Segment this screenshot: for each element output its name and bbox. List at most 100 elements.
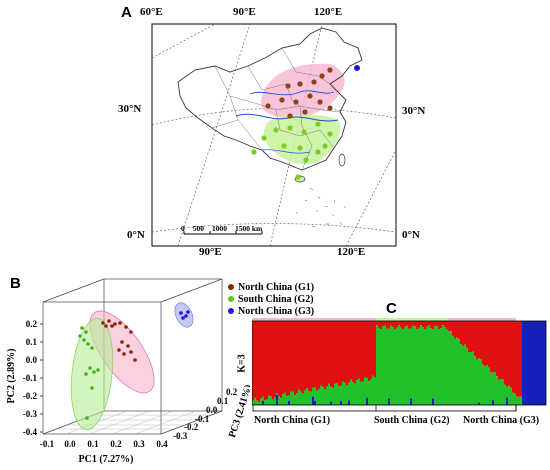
admixture-bar-segment: [258, 321, 260, 402]
admixture-bar-segment: [466, 321, 468, 348]
admixture-bar-segment: [274, 321, 276, 398]
admixture-bar-segment: [532, 321, 534, 405]
admixture-bar-segment: [406, 321, 408, 326]
admixture-bar-segment: [288, 395, 290, 401]
legend-swatch-g2: [228, 296, 234, 302]
admixture-bar-segment: [414, 326, 416, 405]
admixture-bar-segment: [418, 321, 420, 328]
pc3-tick-4: -0.2: [184, 422, 199, 432]
admixture-bar-segment: [536, 321, 538, 405]
admixture-bar-segment: [268, 321, 270, 396]
admixture-bar-segment: [504, 321, 506, 385]
pca-3d-plot: 0.2 0.1 0.0 -0.1 -0.2 -0.3 -0.4 -0.1 0.0…: [6, 278, 250, 465]
admixture-bar-segment: [376, 325, 378, 405]
admixture-bar-segment: [506, 386, 508, 398]
admixture-bar-segment: [454, 321, 456, 339]
admixture-bar-segment: [324, 321, 326, 390]
admixture-bar-segment: [254, 321, 256, 398]
admixture-bar-segment: [418, 327, 420, 405]
scale-bar-labels: 0 500 1000 1500 km: [181, 224, 262, 233]
admixture-bar-segment: [476, 321, 478, 360]
admixture-bar-segment: [442, 321, 444, 326]
admixture-bar-segment: [462, 321, 464, 346]
admixture-bar-segment: [520, 396, 522, 405]
scale-label-1500: 1500 km: [235, 224, 263, 233]
admixture-bar-segment: [294, 395, 296, 405]
admixture-bar-segment: [442, 325, 444, 405]
admixture-bar-segment: [516, 321, 518, 397]
admixture-bar-segment: [530, 321, 532, 405]
admixture-bar-segment: [428, 325, 430, 405]
admixture-bar-segment: [256, 400, 258, 405]
admixture-bar-segment: [290, 321, 292, 392]
admixture-bar-segment: [358, 321, 360, 379]
admixture-bar-segment: [362, 321, 364, 382]
admixture-bar-segment: [456, 321, 458, 338]
admixture-bar-segment: [372, 321, 374, 376]
admixture-bar-segment: [428, 321, 430, 326]
lat-label-30n-left: 30°N: [118, 103, 142, 115]
admixture-bar-segment: [518, 396, 520, 405]
admixture-bar-segment: [316, 321, 318, 391]
admixture-bar-segment: [310, 391, 312, 405]
legend-item-g1: North China (G1): [228, 281, 314, 293]
admixture-bar-segment: [376, 321, 378, 326]
admixture-bar-segment: [462, 345, 464, 405]
admixture-bar-segment: [364, 377, 366, 405]
admixture-bar-segment: [288, 321, 290, 396]
admixture-bar-segment: [354, 321, 356, 384]
admixture-bar-segment: [514, 321, 516, 394]
admixture-bar-segment: [272, 321, 274, 400]
admixture-bar-segment: [446, 329, 448, 405]
admixture-bar-segment: [270, 396, 272, 405]
admixture-bar-segment: [372, 375, 374, 405]
admixture-bar-segment: [410, 398, 412, 405]
pc1-tick-4: 0.3: [133, 439, 145, 449]
admixture-bar-segment: [252, 400, 254, 405]
admixture-bar-segment: [388, 398, 390, 405]
admixture-bar-segment: [282, 394, 284, 405]
pc1-axis-title: PC1 (7.27%): [79, 454, 134, 465]
admixture-bar-segment: [394, 321, 396, 330]
admixture-bar-segment: [472, 351, 474, 405]
admixture-bar-segment: [344, 382, 346, 405]
admixture-bar-segment: [450, 331, 452, 405]
admixture-bar-segment: [352, 321, 354, 383]
admixture-bar-segment: [278, 396, 280, 405]
china-map: [151, 23, 397, 247]
admixture-bar-segment: [320, 385, 322, 405]
admixture-bar-segment: [456, 337, 458, 405]
group-label-g3: North China (G3): [463, 415, 540, 426]
admixture-bar-segment: [336, 321, 338, 383]
pc2-tick-6: -0.4: [23, 427, 38, 437]
admixture-bar-segment: [488, 321, 490, 368]
admixture-bar-segment: [298, 321, 300, 390]
admixture-bar-segment: [434, 321, 436, 326]
pc3-tick-1: 0.1: [217, 396, 229, 406]
admixture-bar-segment: [404, 326, 406, 405]
admixture-bar-segment: [470, 351, 472, 405]
lon-label-90e-top: 90°E: [233, 6, 256, 18]
admixture-bar-segment: [370, 378, 372, 405]
admixture-bar-segment: [360, 321, 362, 382]
pc2-tick-1: 0.1: [26, 337, 38, 347]
admixture-bar-segment: [420, 321, 422, 326]
admixture-bar-segment: [402, 329, 404, 405]
admixture-bar-segment: [534, 321, 536, 405]
admixture-bar-segment: [350, 321, 352, 380]
admixture-bar-segment: [336, 382, 338, 405]
admixture-bar-segment: [432, 398, 434, 405]
admixture-bar-segment: [260, 398, 262, 405]
admixture-bar-segment: [260, 321, 262, 399]
admixture-bar-segment: [252, 321, 254, 401]
admixture-bar-segment: [328, 321, 330, 384]
admixture-bar-segment: [466, 347, 468, 405]
admixture-bar-segment: [460, 344, 462, 405]
admixture-bar-segment: [342, 321, 344, 382]
admixture-bar-segment: [404, 321, 406, 327]
admixture-bar-segment: [266, 321, 268, 400]
admixture-bar-segment: [318, 389, 320, 405]
admixture-bar-segment: [270, 321, 272, 397]
admixture-bar-segment: [302, 321, 304, 394]
admixture-bar-segment: [286, 395, 288, 405]
